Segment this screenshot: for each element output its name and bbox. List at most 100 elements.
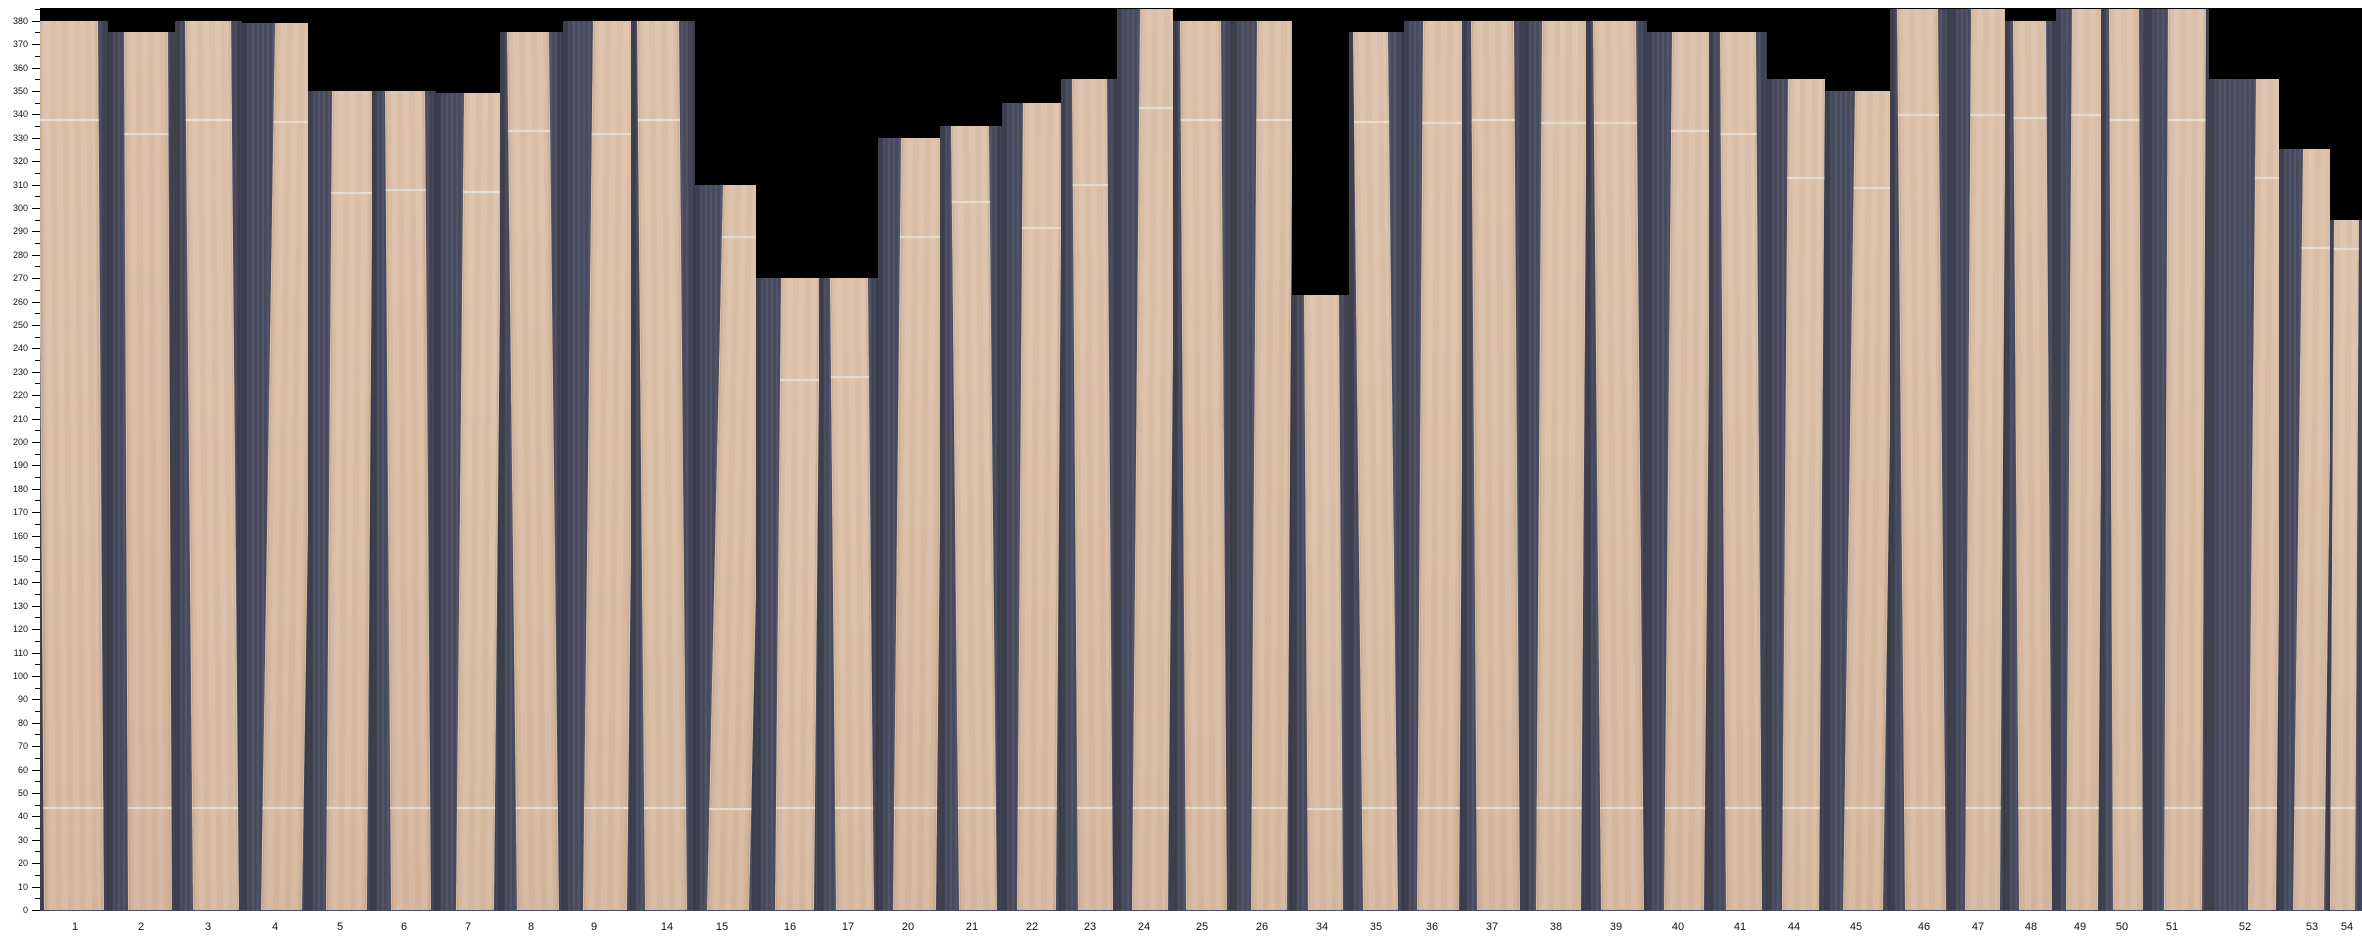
core-photo-bar (1349, 32, 1404, 911)
y-axis-minor-tick (35, 757, 40, 759)
y-axis-label: 50 (17, 787, 28, 798)
x-axis-label: 20 (901, 921, 915, 933)
y-axis-minor-tick (35, 781, 40, 783)
y-axis-major-tick (32, 699, 40, 701)
x-axis-label: 41 (1733, 921, 1747, 933)
core-marker-line (584, 807, 628, 809)
y-axis-major-tick (32, 418, 40, 420)
core-marker-line (1256, 118, 1292, 121)
y-axis-minor-tick (35, 804, 40, 806)
core-photo-bar (2278, 149, 2330, 911)
x-axis-label: 24 (1137, 921, 1151, 933)
core-photo-bar (1709, 32, 1767, 911)
y-axis-label: 220 (12, 390, 28, 401)
y-axis-major-tick (32, 839, 40, 841)
core-photo-bar (1173, 20, 1232, 911)
x-axis-label: 34 (1315, 921, 1329, 933)
y-axis-label: 230 (12, 366, 28, 377)
core-marker-line (591, 133, 631, 136)
y-axis-minor-tick (35, 406, 40, 408)
core-marker-line (643, 807, 686, 809)
core-photo-bar (756, 278, 819, 911)
y-axis-major-tick (32, 769, 40, 771)
core-marker-line (463, 191, 500, 194)
core-marker-line (2294, 807, 2325, 810)
core-photo-bar (241, 23, 308, 911)
x-axis-label: 26 (1255, 921, 1269, 933)
core-marker-line (2301, 247, 2330, 250)
core-photo-bar (40, 20, 108, 911)
y-axis-minor-tick (35, 149, 40, 151)
y-axis-label: 210 (12, 413, 28, 424)
x-axis-label: 9 (590, 921, 598, 933)
core-plank (1071, 79, 1113, 910)
core-marker-line (899, 235, 940, 238)
x-axis-label: 46 (1917, 921, 1931, 933)
core-plank (185, 20, 239, 910)
x-axis-label: 22 (1025, 921, 1039, 933)
y-axis-major-tick (32, 161, 40, 163)
core-marker-line (893, 807, 938, 810)
y-axis-minor-tick (35, 79, 40, 81)
y-axis-major-tick (32, 371, 40, 373)
x-axis-label: 54 (2340, 921, 2354, 933)
y-axis-minor-tick (35, 734, 40, 736)
core-marker-line (1844, 807, 1885, 810)
plot-area (40, 8, 2362, 911)
core-plank (325, 90, 372, 910)
y-axis-label: 90 (17, 694, 28, 705)
core-marker-line (2112, 807, 2143, 810)
y-axis-minor-tick (35, 664, 40, 666)
y-axis-label: 20 (17, 858, 28, 869)
x-axis-label: 5 (336, 921, 344, 933)
x-axis-label: 23 (1083, 921, 1097, 933)
x-axis-label: 15 (715, 921, 729, 933)
core-plank (1303, 294, 1344, 910)
core-photo-bar (2004, 20, 2056, 911)
core-marker-line (775, 807, 815, 810)
core-plank (2292, 149, 2330, 910)
core-marker-line (1782, 807, 1820, 810)
y-axis-minor-tick (35, 219, 40, 221)
core-photo-bar (436, 93, 500, 911)
y-axis-label: 150 (12, 553, 28, 564)
core-photo-bar (1647, 32, 1709, 911)
y-axis-minor-tick (35, 9, 40, 10)
x-axis-label: 40 (1671, 921, 1685, 933)
x-axis-label: 8 (527, 921, 535, 933)
core-marker-line (1251, 807, 1288, 809)
y-axis-minor-tick (35, 640, 40, 642)
y-axis-major-tick (32, 512, 40, 514)
y-axis-label: 240 (12, 343, 28, 354)
core-photo-bar (1524, 20, 1586, 911)
x-axis-label: 3 (204, 921, 212, 933)
y-axis-major-tick (32, 137, 40, 139)
y-axis-label: 140 (12, 577, 28, 588)
core-plank (1896, 9, 1947, 910)
core-marker-line (1022, 226, 1061, 229)
core-marker-line (1307, 807, 1343, 810)
y-axis-minor-tick (35, 360, 40, 362)
core-marker-line (2330, 807, 2357, 809)
core-photo-bar (2101, 9, 2147, 911)
core-plank (1131, 9, 1173, 910)
y-axis-major-tick (32, 254, 40, 256)
y-axis-major-tick (32, 207, 40, 209)
core-marker-line (1671, 130, 1709, 133)
x-axis-label: 52 (2238, 921, 2252, 933)
core-marker-line (508, 130, 550, 133)
y-axis-minor-tick (35, 55, 40, 57)
core-marker-line (1599, 807, 1643, 809)
core-plank (261, 23, 308, 910)
core-plank (385, 90, 431, 910)
core-plank (1416, 20, 1462, 910)
y-axis-label: 290 (12, 226, 28, 237)
core-photo-bar (2147, 9, 2209, 911)
core-marker-line (1537, 807, 1582, 809)
y-axis-label: 180 (12, 483, 28, 494)
core-photo-bar (1586, 20, 1647, 911)
y-axis-minor-tick (35, 500, 40, 502)
y-axis-major-tick (32, 582, 40, 584)
core-photo-bar (1951, 9, 2005, 911)
y-axis-label: 260 (12, 296, 28, 307)
